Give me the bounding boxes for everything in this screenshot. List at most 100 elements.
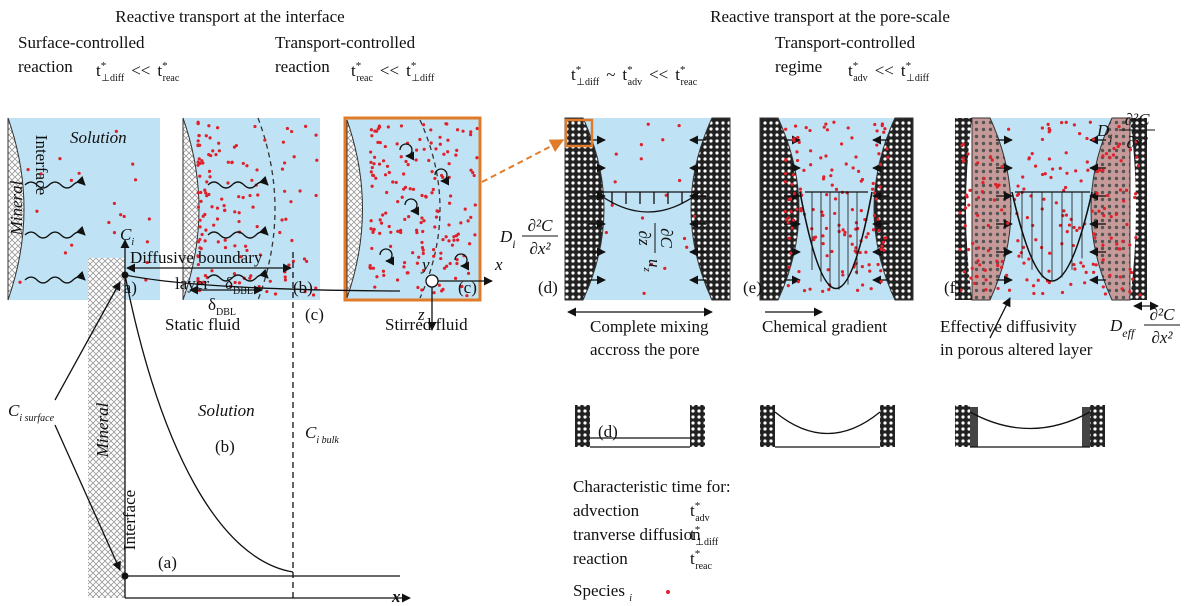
species-dot (784, 210, 787, 213)
species-dot (384, 145, 387, 148)
species-dot (1065, 121, 1068, 124)
species-dot (1073, 226, 1076, 229)
species-dot (198, 175, 201, 178)
species-dot (207, 153, 210, 156)
species-dot (1032, 292, 1035, 295)
c-bulk-label-base: C (305, 423, 317, 442)
species-dot (220, 197, 223, 200)
species-dot (1122, 199, 1125, 202)
species-dot (416, 262, 419, 265)
species-dot (809, 149, 812, 152)
coord-label: y (420, 255, 430, 274)
species-dot (1042, 198, 1045, 201)
legend-title: Characteristic time for: (573, 477, 731, 496)
species-dot (611, 204, 614, 207)
species-dot (305, 260, 308, 263)
species-dot (1086, 160, 1089, 163)
species-dot (825, 227, 828, 230)
species-dot (148, 217, 151, 220)
species-dot (1061, 291, 1064, 294)
species-dot (875, 143, 878, 146)
species-dot (875, 197, 878, 200)
c-bulk-label: Ci bulk (305, 423, 339, 446)
species-dot (70, 244, 73, 247)
time-sub: ⊥diff (906, 73, 930, 84)
species-dot (678, 179, 681, 182)
species-dot (58, 157, 61, 160)
species-dot (827, 268, 830, 271)
species-dot (1051, 167, 1054, 170)
mini-wall (1090, 405, 1105, 447)
numerator: ∂C (657, 228, 676, 248)
species-dot (287, 263, 290, 266)
panel-b (183, 118, 320, 300)
species-dot (1092, 263, 1095, 266)
species-dot (964, 206, 967, 209)
species-dot (971, 267, 974, 270)
species-dot (412, 188, 415, 191)
stirred-label: Stirred fluid (385, 315, 468, 334)
species-dot (833, 212, 836, 215)
legend-symbol-sub: ⊥diff (695, 537, 719, 548)
time-sub: ⊥diff (101, 73, 125, 84)
time-relation: t*⊥diff~t*adv<<t*reac (571, 64, 698, 88)
time-sup: * (576, 64, 582, 76)
species-dot (605, 231, 608, 234)
species-dot (865, 236, 868, 239)
species-dot (370, 134, 373, 137)
species-dot (198, 134, 201, 137)
species-dot (805, 126, 808, 129)
legend-symbol: t*reac (690, 548, 712, 572)
coord-label: x (494, 255, 503, 274)
curve-label: (b) (215, 437, 235, 456)
species-dot (371, 231, 374, 234)
species-dot (424, 195, 427, 198)
species-dot (1017, 255, 1020, 258)
species-dot (861, 178, 864, 181)
species-dot (378, 163, 381, 166)
time-sub: ⊥diff (411, 73, 435, 84)
species-dot (226, 181, 229, 184)
species-dot (1098, 169, 1101, 172)
species-dot (210, 269, 213, 272)
curve-label: (c) (305, 305, 324, 324)
species-dot (404, 160, 407, 163)
species-dot (835, 188, 838, 191)
species-dot (375, 275, 378, 278)
species-dot (211, 149, 214, 152)
species-dot (373, 156, 376, 159)
species-dot (131, 163, 134, 166)
species-dot (960, 144, 963, 147)
species-dot (283, 161, 286, 164)
species-dot (438, 284, 441, 287)
species-dot (1047, 123, 1050, 126)
species-dot (821, 234, 824, 237)
species-dot (452, 239, 455, 242)
species-dot (823, 126, 826, 129)
species-dot (427, 159, 430, 162)
species-dot (64, 251, 67, 254)
species-dot (785, 218, 788, 221)
interface-label: Interface (32, 135, 51, 195)
species-dot (278, 231, 281, 234)
species-dot (217, 240, 220, 243)
species-dot (1119, 188, 1122, 191)
species-dot (856, 289, 859, 292)
coef-sub: eff (1122, 326, 1136, 340)
legend-species-sub: i (629, 593, 632, 604)
species-dot (369, 161, 372, 164)
static-label: Static fluid (165, 315, 241, 334)
figure: Reactive transport at the interfaceReact… (0, 0, 1198, 606)
panel-label: (d) (538, 278, 558, 297)
species-dot (396, 200, 399, 203)
species-dot (1121, 240, 1124, 243)
species-dot (1092, 271, 1095, 274)
species-dot (886, 156, 889, 159)
species-dot (795, 150, 798, 153)
species-dot (200, 233, 203, 236)
time-sup: * (680, 64, 686, 76)
species-dot (441, 238, 444, 241)
species-dot (286, 127, 289, 130)
species-dot (1075, 229, 1078, 232)
species-dot (1085, 137, 1088, 140)
